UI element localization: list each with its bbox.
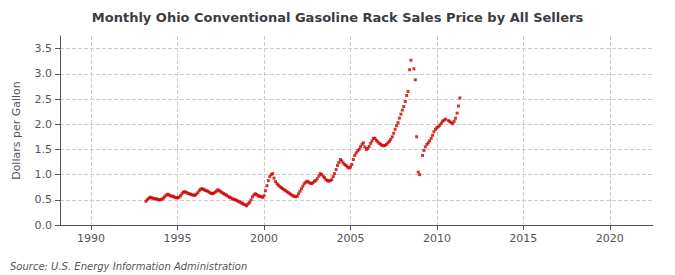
svg-text:1.0: 1.0 (35, 168, 53, 181)
svg-text:2005: 2005 (336, 232, 364, 245)
svg-text:3.5: 3.5 (35, 42, 53, 55)
svg-text:Monthly Ohio Conventional Gaso: Monthly Ohio Conventional Gasoline Rack … (92, 10, 584, 25)
svg-text:Source: U.S. Energy Informatio: Source: U.S. Energy Information Administ… (10, 261, 247, 272)
svg-text:0.0: 0.0 (35, 219, 53, 232)
svg-text:1.5: 1.5 (35, 143, 53, 156)
svg-text:2020: 2020 (596, 232, 624, 245)
svg-text:2000: 2000 (250, 232, 278, 245)
svg-text:2010: 2010 (423, 232, 451, 245)
svg-text:1990: 1990 (77, 232, 105, 245)
svg-text:Dollars per Gallon: Dollars per Gallon (10, 81, 23, 180)
svg-text:3.0: 3.0 (35, 67, 53, 80)
svg-text:0.5: 0.5 (35, 193, 53, 206)
svg-text:2015: 2015 (509, 232, 537, 245)
svg-text:2.0: 2.0 (35, 118, 53, 131)
svg-text:1995: 1995 (164, 232, 192, 245)
svg-text:2.5: 2.5 (35, 93, 53, 106)
